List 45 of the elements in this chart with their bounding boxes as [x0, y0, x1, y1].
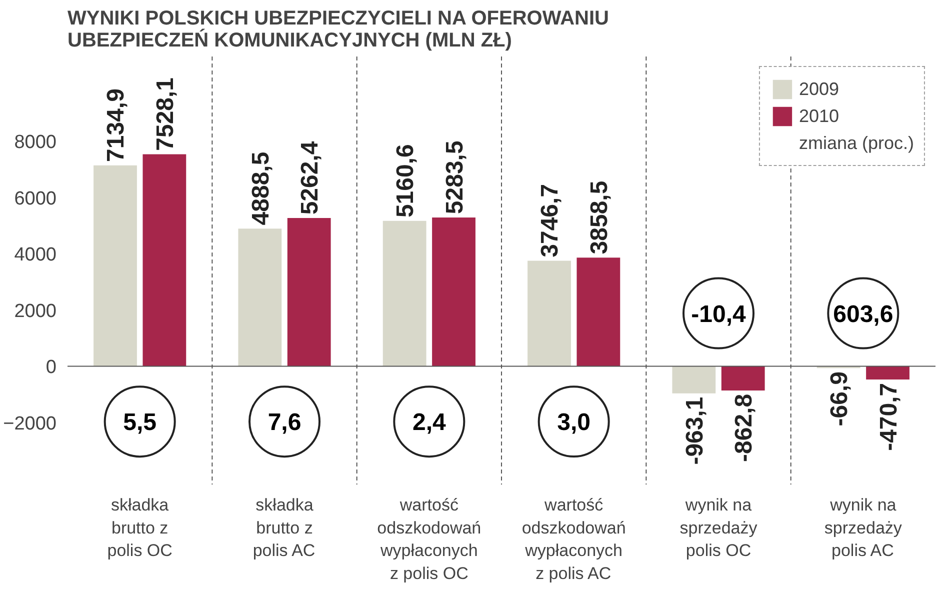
- annotation: 603,6: [833, 300, 894, 328]
- y-tick-label: 2000: [14, 300, 57, 322]
- data-label: 5283,5: [441, 140, 468, 214]
- annotation: 7,6: [268, 409, 302, 436]
- data-label: 5262,4: [296, 140, 324, 215]
- annotation: 5,5: [123, 409, 157, 436]
- data-label: -862,8: [730, 394, 758, 462]
- legend-label: 2009: [798, 78, 840, 100]
- x-tick-label: wynik na sprzedaży polis OC: [680, 496, 758, 560]
- y-tick-label: 6000: [14, 188, 57, 210]
- annotation: 3,0: [557, 409, 591, 436]
- bar: [866, 366, 910, 380]
- y-tick-label: 0: [46, 357, 57, 378]
- data-label: 7528,1: [152, 77, 179, 151]
- data-label: 7134,9: [102, 88, 130, 162]
- annotation: 2,4: [412, 409, 446, 436]
- data-label: 5160,6: [392, 144, 420, 218]
- x-tick-label: wartość odszkodowań wypłaconych z polis AC: [522, 496, 626, 583]
- bar: [528, 260, 571, 366]
- bar: [94, 165, 137, 366]
- bar: [576, 258, 620, 366]
- chart-title: WYNIKI POLSKICH UBEZPIECZYCIELI NA OFEROWANIU UBEZPIECZEŃ KOMUNIKACYJNYCH (MLN ZŁ): [68, 8, 609, 52]
- y-tick-label: 4000: [14, 244, 57, 266]
- data-label: -66,9: [826, 372, 854, 426]
- data-label: -470,7: [875, 382, 902, 451]
- legend-label: 2010: [798, 106, 840, 126]
- data-label: 3746,7: [536, 184, 564, 258]
- x-tick-label: wartość odszkodowań wypłaconych z polis OC: [377, 496, 482, 583]
- bar: [672, 366, 716, 394]
- x-tick-label: składka brutto z polis OC: [107, 496, 172, 560]
- bar: [382, 220, 426, 366]
- bar: [287, 218, 331, 366]
- data-label: -963,1: [681, 396, 708, 465]
- data-label: 3858,5: [586, 180, 613, 254]
- y-tick-label: 8000: [14, 132, 57, 153]
- y-tick-label: −2000: [3, 414, 57, 435]
- annotation: -10,4: [691, 300, 747, 328]
- annotation: zmiana (proc.): [798, 132, 914, 154]
- bar: [142, 154, 186, 366]
- x-tick-label: składka brutto z polis AC: [252, 496, 316, 560]
- bar: [721, 366, 765, 391]
- bar: [238, 228, 282, 366]
- data-label: 4888,5: [247, 152, 274, 226]
- x-tick-label: wynik na sprzedaży polis AC: [824, 496, 902, 560]
- bar: [432, 217, 476, 366]
